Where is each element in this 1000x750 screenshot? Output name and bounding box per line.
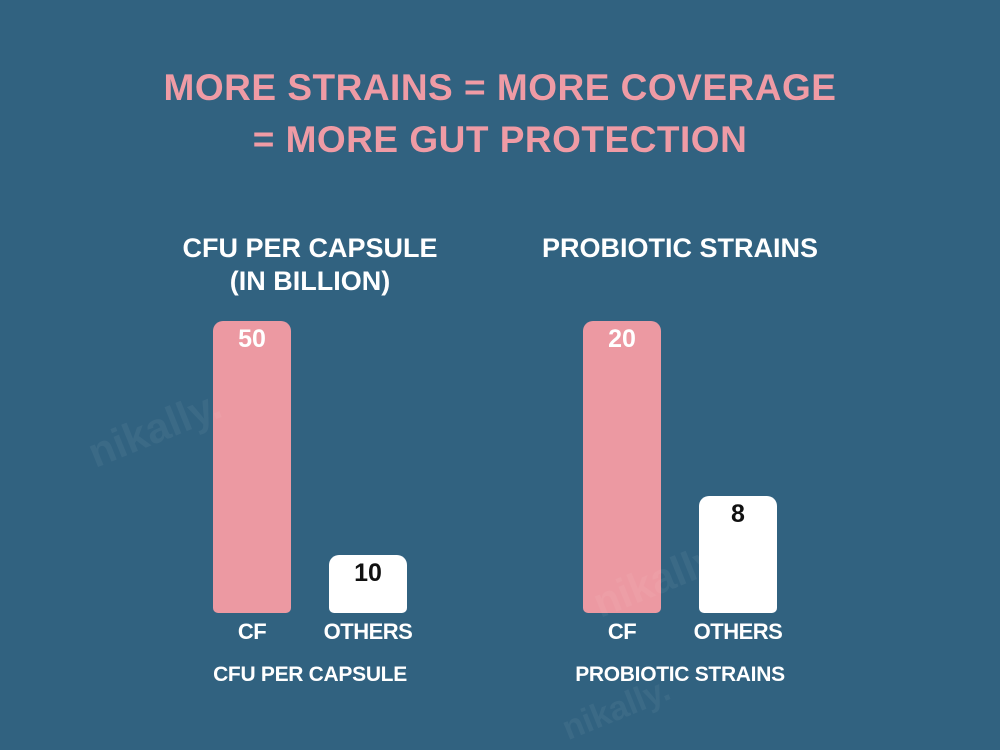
bar-value-label: 8 <box>731 500 745 528</box>
bar-value-label: 10 <box>354 559 382 587</box>
chart-title-line1: PROBIOTIC STRAINS <box>541 233 818 263</box>
chart-title-probiotic-strains: PROBIOTIC STRAINS <box>510 232 850 265</box>
bar-others: 10 <box>329 555 407 613</box>
bar-column-others: 10 OTHERS <box>324 321 413 644</box>
plot-area-cfu-per-capsule: 50 CF 10 OTHERS <box>140 321 480 644</box>
main-title-line2: = MORE GUT PROTECTION <box>252 119 748 160</box>
chart-title-cfu-per-capsule: CFU PER CAPSULE (IN BILLION) <box>140 232 480 298</box>
main-title-line1: MORE STRAINS = MORE COVERAGE <box>163 67 837 108</box>
bar-category-label: CF <box>607 619 637 644</box>
bar-column-cf: 50 CF <box>213 321 291 644</box>
bar-value-label: 20 <box>608 325 636 353</box>
bar-cf: 50 <box>213 321 291 613</box>
bar-cf: 20 <box>583 321 661 613</box>
bar-category-label: OTHERS <box>693 619 783 644</box>
chart-caption-cfu-per-capsule: CFU PER CAPSULE <box>213 663 407 686</box>
bar-column-cf: 20 CF <box>583 321 661 644</box>
bar-category-label: CF <box>237 619 267 644</box>
chart-title-line2: (IN BILLION) <box>229 266 391 296</box>
bar-category-label: OTHERS <box>323 619 413 644</box>
bar-others: 8 <box>699 496 777 613</box>
bar-value-label: 50 <box>238 325 266 353</box>
plot-area-probiotic-strains: 20 CF 8 OTHERS <box>510 321 850 644</box>
chart-title-line1: CFU PER CAPSULE <box>182 233 438 263</box>
main-title: MORE STRAINS = MORE COVERAGE = MORE GUT … <box>0 62 1000 166</box>
bar-column-others: 8 OTHERS <box>694 321 783 644</box>
chart-caption-probiotic-strains: PROBIOTIC STRAINS <box>575 663 785 686</box>
